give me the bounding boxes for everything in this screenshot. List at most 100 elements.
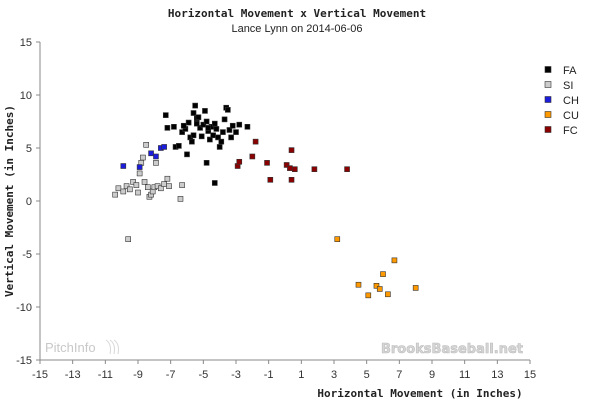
point-si bbox=[179, 182, 185, 188]
y-tick-label: -5 bbox=[22, 249, 32, 261]
chart-title: Horizontal Movement x Vertical Movement bbox=[168, 7, 426, 20]
legend-label-fc: FC bbox=[563, 125, 578, 137]
x-tick-label: 13 bbox=[491, 369, 503, 381]
x-tick-label: -7 bbox=[166, 369, 176, 381]
point-fa bbox=[216, 144, 223, 150]
y-tick-label: -10 bbox=[16, 302, 32, 314]
point-fa bbox=[221, 116, 228, 123]
point-fa bbox=[171, 124, 177, 130]
legend-swatch-fc bbox=[544, 126, 552, 133]
point-fa bbox=[213, 126, 220, 132]
legend: FA SI CH CU FC bbox=[544, 65, 579, 137]
point-cu bbox=[412, 285, 419, 291]
x-tick-label: 15 bbox=[524, 369, 536, 381]
point-fa bbox=[185, 119, 192, 126]
point-si bbox=[112, 191, 118, 198]
legend-swatch-cu bbox=[544, 111, 552, 118]
point-fa bbox=[202, 108, 208, 114]
point-fc bbox=[344, 166, 350, 172]
point-fa bbox=[198, 133, 205, 140]
point-fa bbox=[164, 125, 171, 131]
point-fa bbox=[215, 134, 221, 141]
point-si bbox=[125, 236, 131, 242]
point-fc bbox=[236, 158, 243, 165]
pitchinfo-swoosh-icon bbox=[105, 339, 119, 355]
point-fa bbox=[211, 120, 218, 127]
point-fa bbox=[225, 107, 231, 113]
point-fc bbox=[252, 138, 259, 145]
point-ch bbox=[161, 144, 167, 150]
point-ch bbox=[148, 150, 154, 157]
point-fa bbox=[190, 110, 197, 116]
point-fc bbox=[267, 177, 274, 183]
point-fa bbox=[192, 102, 198, 109]
point-fa bbox=[194, 120, 200, 127]
legend-swatch-fa bbox=[544, 66, 552, 73]
point-cu bbox=[376, 286, 383, 292]
point-fa bbox=[226, 127, 233, 133]
point-fa bbox=[205, 125, 212, 131]
point-fc bbox=[287, 165, 293, 171]
point-si bbox=[166, 183, 172, 189]
point-fa bbox=[189, 138, 195, 145]
y-tick-label: 5 bbox=[26, 143, 32, 155]
legend-label-ch: CH bbox=[563, 95, 579, 107]
x-tick-label: -5 bbox=[198, 369, 208, 381]
point-cu bbox=[355, 281, 362, 288]
point-fa bbox=[211, 180, 218, 186]
point-fa bbox=[233, 129, 239, 135]
point-fa bbox=[162, 112, 169, 118]
point-cu bbox=[365, 292, 372, 299]
point-si bbox=[140, 154, 146, 161]
legend-swatch-ch bbox=[544, 96, 552, 103]
y-tick-label: 0 bbox=[26, 196, 32, 208]
point-si bbox=[135, 189, 141, 196]
point-si bbox=[161, 181, 167, 187]
data-points bbox=[112, 102, 419, 299]
point-si bbox=[141, 179, 148, 185]
point-si bbox=[177, 196, 184, 202]
y-axis-label: Vertical Movement (in Inches) bbox=[3, 105, 16, 297]
legend-label-fa: FA bbox=[563, 65, 577, 77]
point-fa bbox=[210, 132, 216, 139]
point-fa bbox=[220, 129, 226, 135]
point-fc bbox=[283, 162, 290, 168]
point-fc bbox=[291, 166, 298, 172]
point-fa bbox=[180, 122, 187, 129]
point-cu bbox=[380, 271, 386, 277]
point-fa bbox=[203, 118, 210, 125]
point-cu bbox=[391, 257, 398, 264]
x-tick-label: -9 bbox=[133, 369, 143, 381]
x-tick-label: 11 bbox=[459, 369, 470, 381]
point-si bbox=[164, 175, 171, 182]
x-tick-label: -3 bbox=[231, 369, 241, 381]
point-si bbox=[130, 179, 136, 185]
y-tick-label: 10 bbox=[20, 90, 32, 102]
point-si bbox=[123, 183, 130, 189]
point-fc bbox=[249, 153, 256, 160]
point-si bbox=[120, 188, 127, 195]
point-fc bbox=[311, 166, 318, 172]
point-fa bbox=[200, 121, 207, 128]
point-fa bbox=[179, 129, 185, 135]
point-fa bbox=[203, 160, 210, 166]
point-fa bbox=[176, 143, 182, 149]
point-fa bbox=[236, 121, 243, 128]
point-ch bbox=[153, 153, 159, 160]
point-si bbox=[133, 182, 140, 188]
x-tick-label: 1 bbox=[298, 369, 304, 381]
legend-label-si: SI bbox=[563, 80, 573, 92]
x-tick-label: 7 bbox=[396, 369, 402, 381]
x-tick-label: 9 bbox=[429, 369, 435, 381]
y-tick-group: 15 10 5 0 -5 -10 -15 bbox=[16, 37, 40, 367]
x-tick-label: 5 bbox=[364, 369, 370, 381]
point-fc bbox=[288, 147, 295, 153]
point-fa bbox=[190, 132, 197, 139]
point-fa bbox=[207, 136, 213, 143]
point-si bbox=[145, 184, 151, 191]
x-axis-label: Horizontal Movement (in Inches) bbox=[317, 387, 522, 400]
x-tick-label: -11 bbox=[98, 369, 113, 381]
point-cu bbox=[334, 236, 341, 242]
point-ch bbox=[120, 163, 127, 169]
